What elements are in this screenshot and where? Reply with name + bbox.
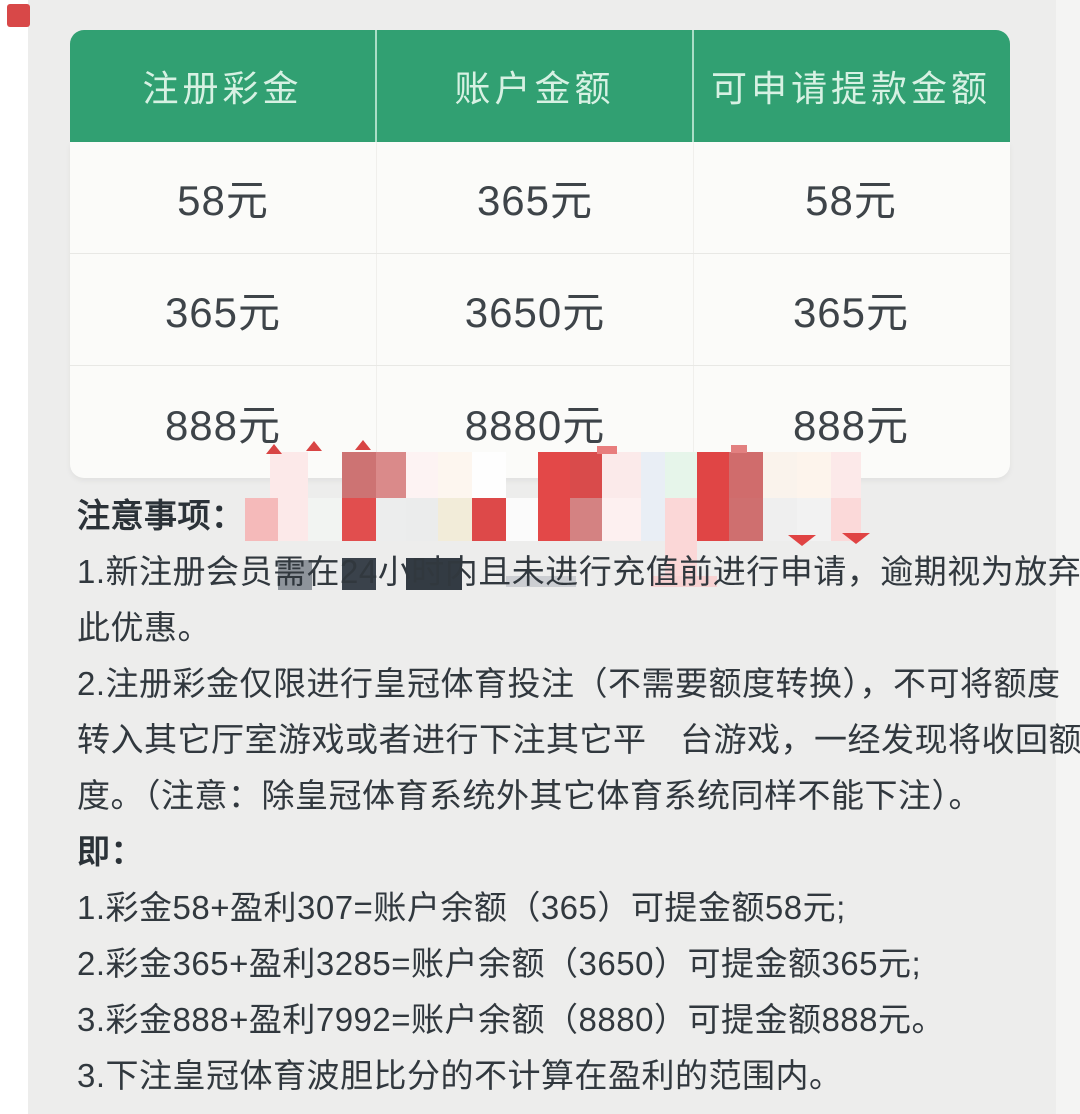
left-edge-strip (0, 0, 28, 1114)
redacted-logo-block (7, 4, 30, 27)
table-header-row: 注册彩金 账户金额 可申请提款金额 (70, 30, 1010, 142)
table-cell: 365元 (792, 289, 910, 336)
table-row: 888元 8880元 888元 (70, 366, 1010, 478)
table-cell: 365元 (377, 142, 694, 253)
bonus-table-body: 58元 365元 58元 365元 3650元 365元 888元 8880元 888元 (70, 142, 1010, 478)
note-line: 转入其它厅室游戏或者进行下注其它平 台游戏，一经发现将收回额 (77, 721, 1080, 758)
note-line: 2.彩金365+盈利3285=账户余额（3650）可提金额365元; (77, 945, 922, 982)
note-line: 3.彩金888+盈利7992=账户余额（8880）可提金额888元。 (77, 1001, 946, 1038)
bonus-table: 注册彩金 账户金额 可申请提款金额 58元 365元 58元 365元 3650元 365… (70, 30, 1010, 478)
note-heading: 注意事项： (77, 497, 245, 534)
table-cell: 365元 (70, 254, 377, 365)
note-line: 1.彩金58+盈利307=账户余额（365）可提金额58元; (77, 889, 846, 926)
column-header-register-bonus: 注册彩金 (70, 30, 377, 142)
note-line: 2.注册彩金仅限进行皇冠体育投注（不需要额度转换），不可将额度 (77, 665, 1061, 702)
column-header-withdrawable-amount: 可申请提款金额 (710, 68, 991, 109)
table-cell: 8880元 (377, 366, 694, 478)
table-cell: 888元 (792, 401, 910, 449)
note-line: 1.新注册会员需在24小时内且未进行充值前进行申请，逾期视为放弃 (77, 553, 1080, 590)
table-cell: 3650元 (377, 254, 694, 365)
note-line: 此优惠。 (77, 609, 211, 646)
note-line: 3.下注皇冠体育波胆比分的不计算在盈利的范围内。 (77, 1057, 843, 1094)
note-heading: 即： (77, 833, 144, 870)
table-row: 365元 3650元 365元 (70, 254, 1010, 366)
column-header-account-amount: 账户金额 (377, 30, 694, 142)
table-cell: 888元 (70, 366, 377, 478)
table-cell: 58元 (70, 142, 377, 253)
right-edge-strip (1056, 0, 1080, 1114)
note-line: 度。（注意：除皇冠体育系统外其它体育系统同样不能下注）。 (77, 777, 982, 814)
notes-section: 注意事项： 1.新注册会员需在24小时内且未进行充值前进行申请，逾期视为放弃 此优惠… (77, 488, 1080, 1104)
table-cell: 58元 (805, 177, 897, 224)
table-row: 58元 365元 58元 (70, 142, 1010, 254)
